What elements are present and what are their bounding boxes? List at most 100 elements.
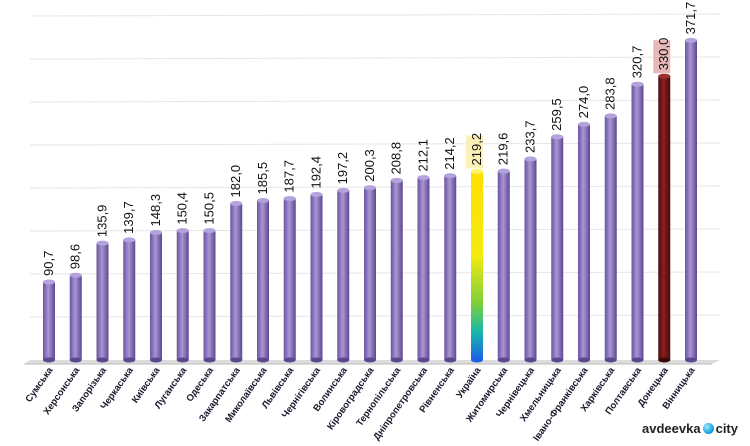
- bar-1: [43, 279, 55, 363]
- value-label: 135,9: [95, 205, 110, 238]
- bar-cap: [123, 237, 136, 243]
- bar-17: [471, 168, 483, 363]
- value-label: 98,6: [68, 244, 83, 269]
- bar-cap: [444, 173, 457, 179]
- value-label: 187,7: [282, 160, 297, 193]
- bar-base: [230, 357, 243, 363]
- bar-cap: [150, 229, 162, 235]
- bar-base: [176, 357, 189, 363]
- bar-body: [390, 180, 403, 360]
- bar-cap: [203, 228, 216, 234]
- value-label: 182,0: [228, 165, 243, 198]
- bar-base: [524, 357, 537, 363]
- bar-9: [257, 197, 269, 363]
- bar-cap: [283, 196, 296, 202]
- bar-20: [551, 134, 564, 363]
- value-label: 185,5: [255, 162, 270, 195]
- value-label: 208,8: [389, 142, 404, 175]
- bar-11: [310, 192, 323, 363]
- bar-cap: [257, 197, 269, 203]
- value-label: 219,2: [469, 133, 484, 166]
- bar-cap: [364, 185, 376, 191]
- watermark-right: city: [715, 421, 738, 436]
- bar-3: [96, 240, 109, 363]
- bar-body: [230, 203, 243, 360]
- bar-14: [390, 177, 403, 363]
- watermark: avdeevka city: [642, 421, 738, 436]
- bar-25: [685, 37, 697, 363]
- bar-cap: [43, 279, 55, 285]
- bar-12: [337, 187, 350, 363]
- bar-cap: [524, 156, 537, 162]
- bar-body: [524, 159, 537, 360]
- value-label: 90,7: [41, 251, 56, 276]
- bar-15: [417, 175, 430, 363]
- bar-body: [604, 115, 617, 360]
- bar-base: [123, 357, 136, 363]
- bar-body: [337, 190, 350, 360]
- bar-16: [444, 173, 457, 363]
- bar-cap: [658, 73, 671, 79]
- bar-body: [471, 171, 483, 360]
- bar-body: [96, 243, 109, 360]
- bar-body: [203, 230, 216, 360]
- bar-cap: [417, 175, 430, 181]
- bar-cap: [631, 81, 644, 87]
- bar-base: [551, 357, 564, 363]
- bar-base: [150, 357, 162, 363]
- bar-base: [203, 357, 216, 363]
- value-label: 283,8: [603, 77, 618, 110]
- bar-cap: [230, 200, 243, 206]
- bar-cap: [96, 240, 109, 246]
- value-label: 197,2: [335, 152, 350, 185]
- bar-cap: [310, 192, 323, 198]
- value-label: 212,1: [416, 139, 431, 172]
- bar-body: [444, 175, 457, 360]
- value-label: 192,4: [309, 156, 324, 189]
- bar-cap: [685, 37, 697, 43]
- bar-cap: [390, 177, 403, 183]
- bar-4: [123, 237, 136, 363]
- bar-base: [658, 357, 671, 363]
- bar-21: [578, 121, 590, 363]
- bar-body: [69, 275, 82, 360]
- bar-cap: [497, 168, 510, 174]
- bar-body: [150, 232, 162, 360]
- bar-base: [283, 357, 296, 363]
- value-label: 320,7: [630, 46, 645, 79]
- bar-base: [631, 357, 644, 363]
- globe-dot-icon: [702, 423, 714, 434]
- value-label: 214,2: [442, 137, 457, 170]
- bar-base: [257, 357, 269, 363]
- category-labels: СумськаХерсонськаЗапорізькаЧеркаськаКиїв…: [23, 365, 697, 444]
- bar-23: [631, 81, 644, 363]
- gridline: [29, 56, 721, 60]
- bar-body: [417, 177, 430, 360]
- bar-13: [364, 185, 376, 363]
- bar-6: [176, 228, 189, 363]
- bar-base: [364, 357, 376, 363]
- bar-2: [69, 272, 82, 363]
- value-label: 219,6: [496, 133, 511, 166]
- value-label: 150,5: [202, 192, 217, 225]
- bar-base: [390, 357, 403, 363]
- bar-base: [685, 357, 697, 363]
- bar-24: [658, 73, 671, 363]
- bar-cap: [337, 187, 350, 193]
- bar-body: [310, 194, 323, 360]
- value-label: 139,7: [121, 201, 136, 234]
- bars: [43, 37, 697, 363]
- gridline: [29, 13, 721, 17]
- value-label: 233,7: [523, 120, 538, 153]
- bar-8: [230, 200, 243, 363]
- bar-base: [578, 357, 590, 363]
- value-label: 148,3: [148, 194, 163, 227]
- bar-body: [43, 281, 55, 360]
- bar-body: [123, 239, 136, 360]
- bar-5: [150, 229, 162, 363]
- bar-cap: [551, 134, 564, 140]
- bar-19: [524, 156, 537, 363]
- bar-22: [604, 113, 617, 363]
- value-label: 200,3: [362, 149, 377, 182]
- bar-body: [283, 198, 296, 360]
